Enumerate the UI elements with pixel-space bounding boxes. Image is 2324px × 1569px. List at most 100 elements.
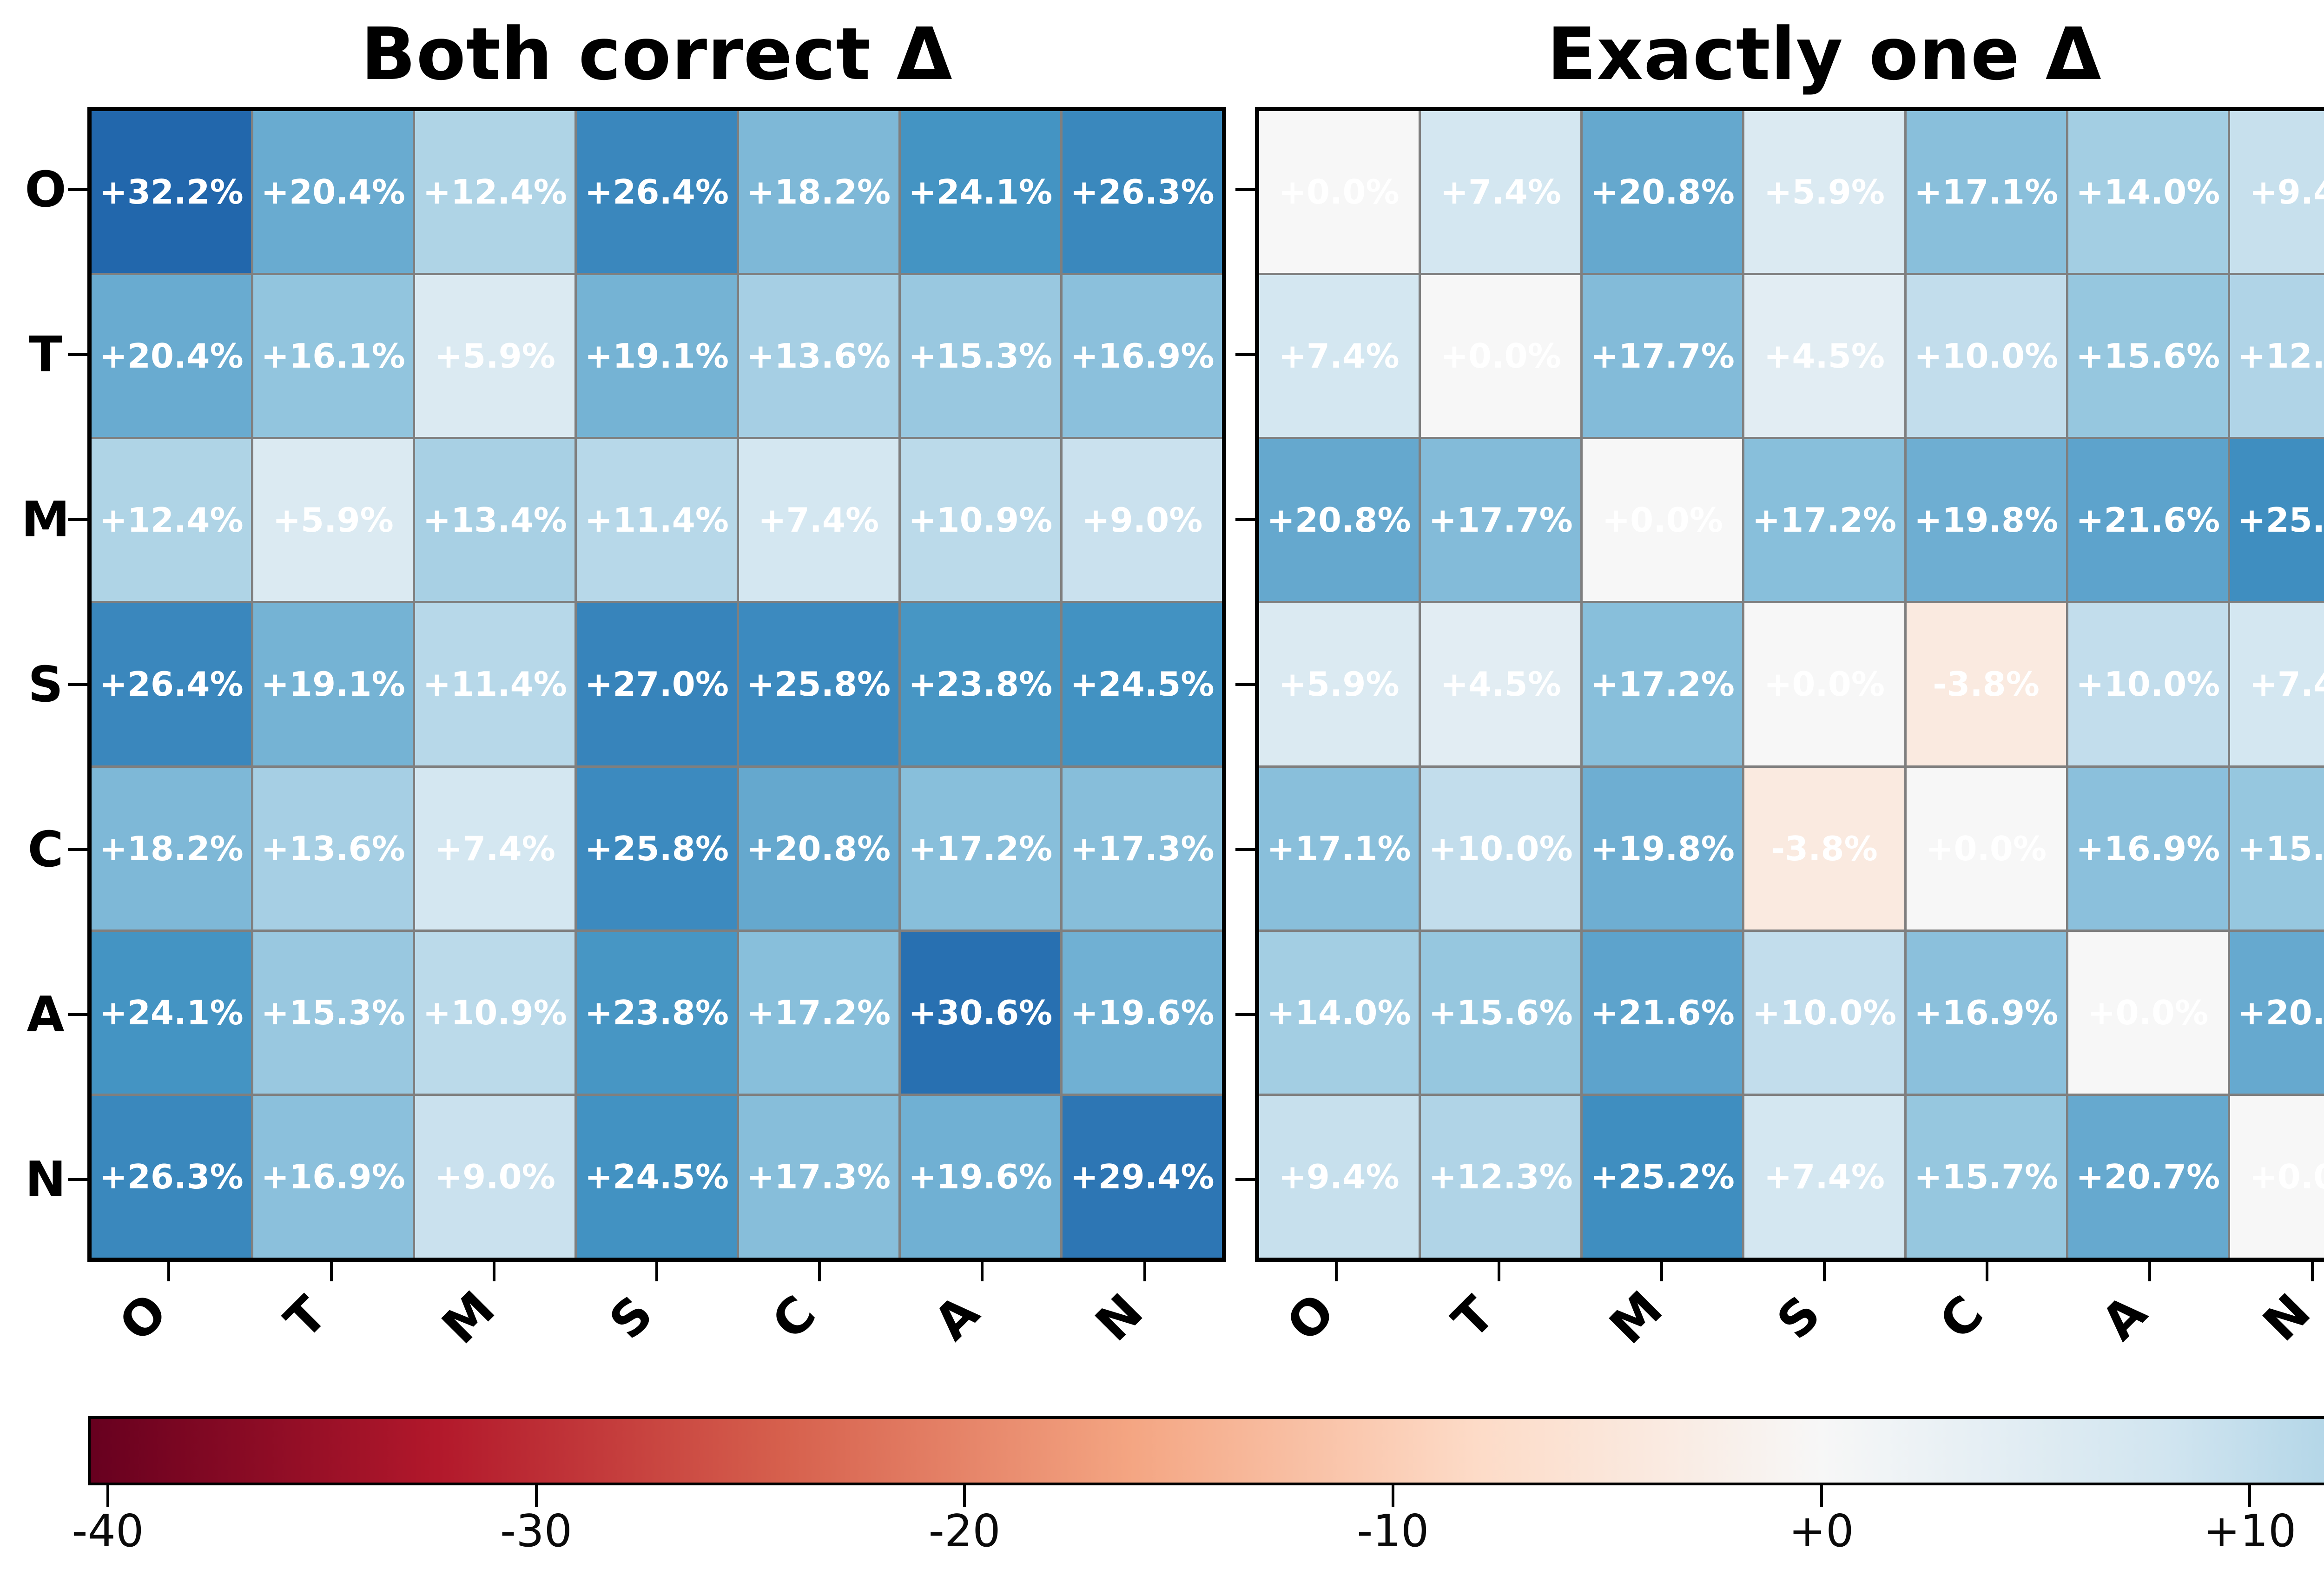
y-tick	[68, 188, 87, 191]
y-tick	[68, 1178, 87, 1181]
colorbar-tick-label: +0	[1789, 1506, 1854, 1557]
cell-value: +19.1%	[584, 336, 729, 376]
heatmap-cell: +23.8%	[900, 603, 1060, 765]
colorbar-tick-label: +10	[2203, 1506, 2297, 1557]
cell-value: +13.4%	[423, 501, 567, 540]
col-label-a: A	[923, 1284, 990, 1351]
y-tick	[1235, 188, 1255, 191]
heatmap-cell: +19.8%	[1906, 439, 2066, 601]
col-label-c: C	[1928, 1285, 1994, 1351]
heatmap-cell: +0.0%	[1583, 439, 1743, 601]
row-label-s: S	[28, 656, 63, 713]
heatmap-exactly-one: +0.0% +7.4% +20.8% +5.9% +17.1% +14.0% +9.4% +7…	[1255, 107, 2324, 1262]
colorbar-tick-label: -30	[500, 1506, 573, 1557]
cell-value: +13.6%	[746, 336, 891, 376]
col-label-s: S	[1766, 1285, 1831, 1350]
y-tick	[1235, 353, 1255, 356]
heatmap-cell: +19.6%	[900, 1095, 1060, 1258]
cell-value: +26.3%	[99, 1157, 244, 1196]
colorbar-tick	[963, 1485, 966, 1507]
heatmap-cell: +14.0%	[2068, 111, 2228, 273]
y-tick	[1235, 1178, 1255, 1181]
cell-value: +10.0%	[1914, 336, 2059, 376]
heatmap-cell: +12.3%	[1421, 1095, 1581, 1258]
row-label-t: T	[29, 326, 62, 383]
cell-value: +9.4%	[2249, 172, 2324, 212]
cell-value: +13.6%	[261, 829, 405, 868]
cell-value: +12.4%	[423, 172, 567, 212]
col-label-c: C	[761, 1285, 827, 1351]
heatmap-cell: +18.2%	[92, 767, 251, 930]
row-label-m: M	[21, 491, 70, 548]
cell-value: +19.1%	[261, 665, 405, 704]
cell-value: +7.4%	[758, 501, 879, 540]
heatmap-cell: -3.8%	[1744, 767, 1904, 930]
heatmap-cell: +14.0%	[1259, 931, 1419, 1094]
cell-value: +20.7%	[2076, 1157, 2220, 1196]
y-tick	[68, 683, 87, 686]
heatmap-cell: +13.6%	[739, 275, 898, 437]
cell-value: +0.0%	[1763, 665, 1885, 704]
cell-value: +16.9%	[261, 1157, 405, 1196]
row-label-a: A	[26, 986, 65, 1043]
heatmap-cell: +13.4%	[415, 439, 575, 601]
heatmap-cell: +21.6%	[2068, 439, 2228, 601]
cell-value: +26.4%	[99, 665, 244, 704]
heatmap-cell: +12.3%	[2230, 275, 2324, 437]
cell-value: +24.5%	[584, 1157, 729, 1196]
cell-value: +10.9%	[423, 993, 567, 1032]
heatmap-cell: +16.1%	[253, 275, 413, 437]
heatmap-cell: +27.0%	[577, 603, 737, 765]
cell-value: +10.0%	[1752, 993, 1897, 1032]
cell-value: +26.4%	[584, 172, 729, 212]
cell-value: +17.7%	[1428, 501, 1573, 540]
heatmap-cell: +0.0%	[1906, 767, 2066, 930]
colorbar-tick	[106, 1485, 109, 1507]
heatmap-cell: +21.6%	[1583, 931, 1743, 1094]
heatmap-cell: +20.8%	[1583, 111, 1743, 273]
col-label-o: O	[108, 1283, 178, 1352]
cell-value: +19.8%	[1914, 501, 2059, 540]
heatmap-cell: +5.9%	[1744, 111, 1904, 273]
cell-value: +19.6%	[908, 1157, 1053, 1196]
heatmap-cell: +4.5%	[1421, 603, 1581, 765]
heatmap-cell: +17.2%	[1744, 439, 1904, 601]
heatmap-cell: +15.7%	[2230, 767, 2324, 930]
heatmap-cell: +9.4%	[2230, 111, 2324, 273]
heatmap-cell: +24.5%	[1062, 603, 1222, 765]
cell-value: +14.0%	[1267, 993, 1411, 1032]
cell-value: +20.4%	[99, 336, 244, 376]
heatmap-cell: +29.4%	[1062, 1095, 1222, 1258]
heatmap-cell: +15.3%	[900, 275, 1060, 437]
heatmap-cell: +25.2%	[2230, 439, 2324, 601]
cell-value: +16.9%	[2076, 829, 2220, 868]
col-label-n: N	[1084, 1283, 1154, 1352]
y-tick	[68, 353, 87, 356]
x-tick	[1823, 1262, 1826, 1281]
heatmap-cell: +17.3%	[1062, 767, 1222, 930]
heatmap-cell: +0.0%	[2068, 931, 2228, 1094]
cell-value: +5.9%	[434, 336, 555, 376]
cell-value: +26.3%	[1070, 172, 1215, 212]
col-label-m: M	[1598, 1280, 1674, 1355]
cell-value: +17.2%	[1590, 665, 1735, 704]
cell-value: +9.4%	[1278, 1157, 1400, 1196]
cell-value: +0.0%	[1440, 336, 1561, 376]
colorbar-tick-label: -20	[928, 1506, 1001, 1557]
y-tick	[68, 518, 87, 521]
heatmap-cell: +18.2%	[739, 111, 898, 273]
heatmap-cell: +15.7%	[1906, 1095, 2066, 1258]
heatmap-cell: +11.4%	[415, 603, 575, 765]
colorbar-tick	[1391, 1485, 1394, 1507]
cell-value: +17.3%	[746, 1157, 891, 1196]
heatmap-cell: +11.4%	[577, 439, 737, 601]
x-tick	[1660, 1262, 1663, 1281]
heatmap-cell: +9.4%	[1259, 1095, 1419, 1258]
cell-value: +5.9%	[1763, 172, 1885, 212]
cell-value: +5.9%	[272, 501, 394, 540]
cell-value: +14.0%	[2076, 172, 2220, 212]
cell-value: +17.2%	[908, 829, 1053, 868]
heatmap-cell: +16.9%	[1906, 931, 2066, 1094]
heatmap-cell: +26.3%	[1062, 111, 1222, 273]
cell-value: +21.6%	[2076, 501, 2220, 540]
